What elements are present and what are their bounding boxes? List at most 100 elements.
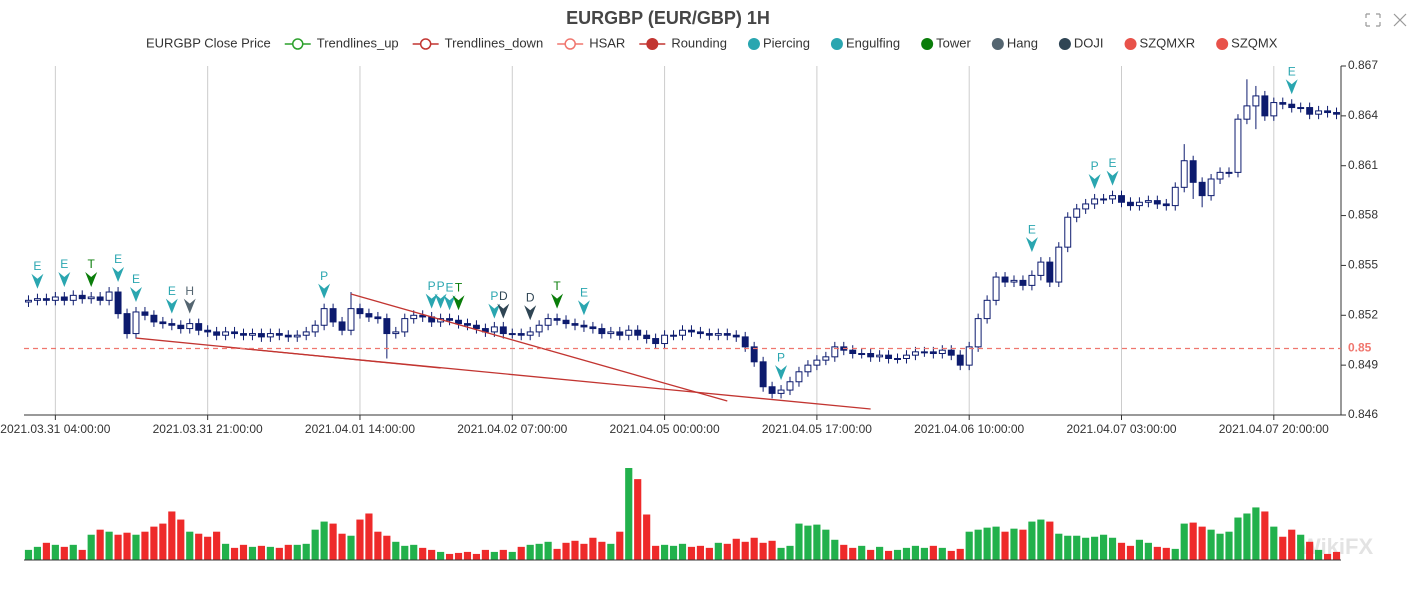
candle-body bbox=[795, 371, 803, 383]
pattern-label: T bbox=[455, 280, 463, 294]
pattern-marker bbox=[318, 283, 331, 299]
volume-bar bbox=[804, 525, 812, 560]
volume-bar bbox=[437, 551, 445, 560]
candle-body bbox=[141, 311, 149, 316]
candle-body bbox=[723, 333, 731, 336]
candle-body bbox=[947, 349, 955, 356]
pattern-label: P bbox=[320, 269, 328, 283]
volume-bar bbox=[562, 542, 570, 560]
candle-body bbox=[696, 331, 704, 335]
trendline bbox=[350, 293, 728, 402]
x-tick-label: 2021.04.05 17:00:00 bbox=[762, 422, 872, 436]
y-tick-label: 0.855 bbox=[1348, 258, 1378, 272]
pattern-label: E bbox=[132, 272, 140, 286]
volume-bar bbox=[445, 553, 454, 560]
candle-body bbox=[1252, 95, 1260, 107]
volume-bar bbox=[33, 546, 42, 560]
toolbox[interactable] bbox=[1365, 13, 1407, 27]
candle-body bbox=[1162, 203, 1170, 207]
candle-body bbox=[634, 329, 642, 336]
legend-label: Trendlines_up bbox=[317, 35, 399, 50]
candle-body bbox=[69, 294, 77, 301]
legend-label: Trendlines_down bbox=[445, 35, 544, 50]
volume-bar bbox=[777, 547, 785, 560]
candle-body bbox=[1261, 95, 1269, 117]
y-tick-label: 0.861 bbox=[1348, 158, 1378, 172]
candle-body bbox=[1279, 102, 1287, 105]
volume-bar bbox=[660, 544, 669, 560]
pattern-marker bbox=[443, 295, 456, 311]
candle-body bbox=[661, 334, 669, 345]
zoom-icon[interactable] bbox=[1365, 13, 1381, 27]
volume-bar bbox=[723, 543, 731, 560]
chart-title: EURGBP (EUR/GBP) 1H bbox=[566, 8, 770, 28]
volume-bar bbox=[42, 542, 50, 560]
y-tick-label: 0.846 bbox=[1348, 407, 1378, 421]
restore-icon[interactable] bbox=[1393, 13, 1407, 27]
pattern-label: P bbox=[428, 279, 436, 293]
volume-bar bbox=[490, 551, 498, 560]
candle-body bbox=[25, 299, 32, 303]
pattern-marker bbox=[425, 293, 438, 309]
pattern-marker bbox=[112, 267, 125, 283]
volume-bar bbox=[1135, 539, 1144, 560]
candle-body bbox=[571, 323, 579, 326]
candle-body bbox=[938, 349, 946, 355]
pattern-label: E bbox=[1028, 222, 1036, 236]
candle-body bbox=[670, 334, 677, 337]
volume-bar bbox=[1153, 546, 1161, 560]
volume-bar bbox=[1126, 545, 1135, 560]
volume-bar bbox=[1332, 551, 1341, 560]
candle-body bbox=[992, 276, 1000, 301]
candle-body bbox=[1333, 112, 1340, 115]
candle-body bbox=[150, 314, 158, 323]
candle-body bbox=[1207, 178, 1215, 197]
volume-bar bbox=[858, 545, 866, 560]
pattern-label: T bbox=[553, 279, 561, 293]
candle-body bbox=[1144, 200, 1152, 203]
candle-body bbox=[544, 318, 552, 326]
volume-bar bbox=[678, 543, 687, 560]
candle-body bbox=[616, 331, 624, 336]
candle-body bbox=[1118, 195, 1125, 203]
volume-bar bbox=[320, 521, 328, 560]
pattern-label: P bbox=[777, 350, 785, 364]
pattern-label: P bbox=[490, 289, 498, 303]
legend-symbol bbox=[747, 38, 760, 50]
candle-body bbox=[490, 326, 498, 333]
volume-bar bbox=[204, 536, 212, 560]
volume-bar bbox=[302, 543, 310, 560]
volume-bar bbox=[1306, 541, 1314, 560]
candle-body bbox=[329, 308, 337, 323]
legend-symbol bbox=[1216, 38, 1229, 50]
volume-bar bbox=[669, 545, 678, 560]
legend-label: SZQMXR bbox=[1140, 35, 1196, 50]
volume-bar bbox=[1243, 513, 1251, 560]
volume-bar bbox=[69, 544, 77, 560]
pattern-marker bbox=[1106, 170, 1119, 186]
candle-body bbox=[320, 308, 328, 326]
volume-bar bbox=[114, 534, 122, 560]
volume-bar bbox=[517, 546, 525, 560]
candle-body bbox=[472, 324, 480, 330]
volume-bar bbox=[186, 531, 194, 560]
volume-bar bbox=[230, 547, 239, 560]
candle-body bbox=[383, 318, 391, 335]
candle-body bbox=[562, 319, 570, 325]
pattern-marker bbox=[58, 272, 71, 288]
x-tick-label: 2021.04.01 14:00:00 bbox=[305, 422, 415, 436]
candle-body bbox=[446, 318, 454, 321]
volume-bar bbox=[1207, 529, 1215, 560]
candle-body bbox=[1055, 246, 1063, 283]
candle-body bbox=[338, 321, 346, 331]
volume-bar bbox=[625, 468, 633, 560]
volume-bar bbox=[992, 526, 1000, 560]
x-tick-label: 2021.04.05 00:00:00 bbox=[610, 422, 720, 436]
legend-symbol bbox=[292, 38, 304, 50]
pattern-label: E bbox=[114, 252, 122, 266]
candle-body bbox=[1180, 160, 1188, 188]
candle-body bbox=[714, 333, 722, 336]
volume-bar bbox=[598, 541, 606, 560]
volume-bar bbox=[177, 519, 185, 560]
volume-bar bbox=[822, 529, 830, 560]
